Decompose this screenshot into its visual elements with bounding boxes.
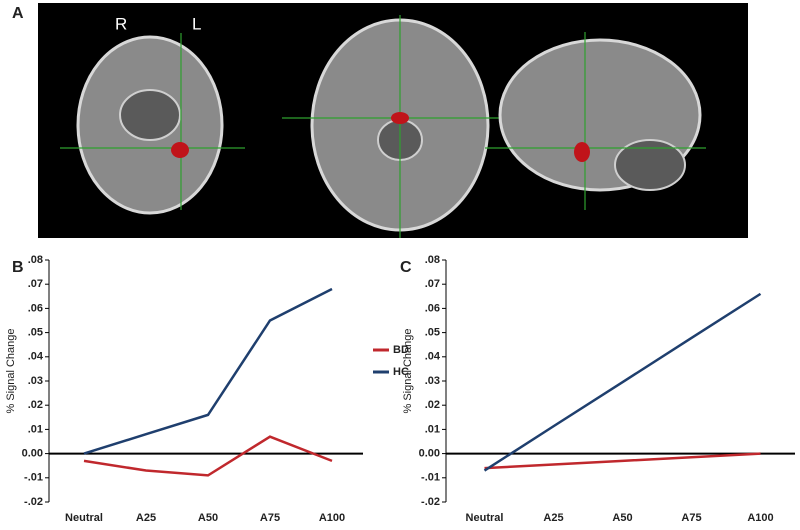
series-line — [484, 452, 761, 470]
image-label: R — [115, 14, 127, 33]
panel-label: A — [12, 5, 24, 22]
legend-label: BD — [393, 344, 409, 356]
y-axis-title: % Signal Change — [402, 328, 414, 413]
x-tick-label: A50 — [612, 512, 632, 524]
y-tick-label: .01 — [28, 423, 43, 435]
y-tick-label: .07 — [28, 278, 43, 290]
x-tick-label: A50 — [198, 512, 218, 524]
y-tick-label: .06 — [425, 302, 440, 314]
y-tick-label: .08 — [28, 254, 43, 266]
y-tick-label: .05 — [28, 327, 43, 339]
x-tick-label: A25 — [543, 512, 563, 524]
y-tick-label: 0.00 — [22, 448, 43, 460]
panel-label: B — [12, 259, 24, 276]
y-tick-label: .04 — [28, 351, 44, 363]
y-tick-label: .08 — [425, 254, 440, 266]
image-label: L — [192, 14, 201, 33]
x-tick-label: A25 — [136, 512, 156, 524]
y-tick-label: -.02 — [24, 496, 43, 508]
y-tick-label: -.01 — [24, 472, 43, 484]
y-tick-label: .04 — [425, 351, 441, 363]
x-tick-label: A100 — [747, 512, 773, 524]
y-tick-label: .02 — [425, 399, 440, 411]
y-tick-label: -.01 — [421, 472, 440, 484]
panel-label: C — [400, 259, 412, 276]
axial-slice — [282, 15, 520, 238]
sagittal-slice — [485, 32, 706, 210]
y-tick-label: .05 — [425, 327, 440, 339]
brain-images: R L — [38, 3, 748, 238]
y-tick-label: .03 — [425, 375, 440, 387]
y-tick-label: 0.00 — [419, 448, 440, 460]
legend-label: HC — [393, 366, 409, 378]
y-tick-label: .07 — [425, 278, 440, 290]
y-axis-title: % Signal Change — [5, 328, 17, 413]
y-tick-label: .06 — [28, 302, 43, 314]
x-tick-label: A100 — [319, 512, 345, 524]
x-tick-label: A75 — [260, 512, 280, 524]
x-tick-label: A75 — [681, 512, 701, 524]
y-tick-label: .03 — [28, 375, 43, 387]
x-tick-label: Neutral — [466, 512, 504, 524]
series-line — [83, 435, 333, 477]
x-tick-label: Neutral — [65, 512, 103, 524]
series-line — [483, 292, 762, 472]
y-tick-label: .01 — [425, 423, 440, 435]
y-tick-label: .02 — [28, 399, 43, 411]
series-line — [83, 287, 333, 455]
y-tick-label: -.02 — [421, 496, 440, 508]
coronal-slice — [60, 33, 245, 215]
